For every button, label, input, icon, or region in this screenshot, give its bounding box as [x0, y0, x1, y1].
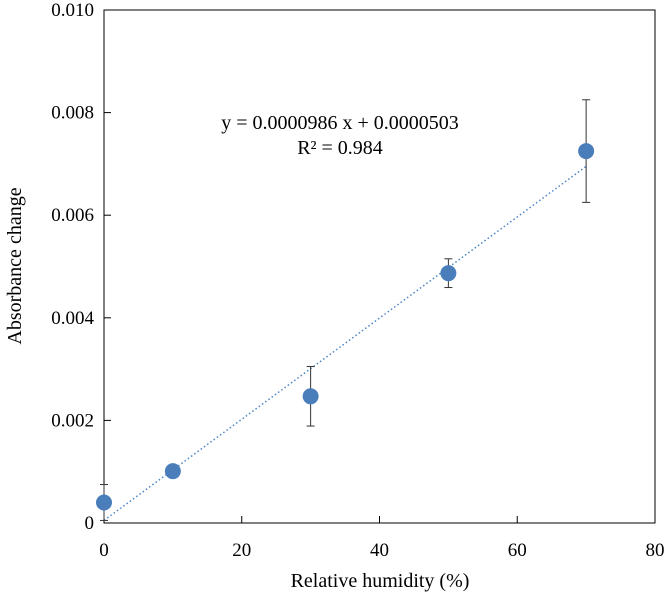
- data-point: [302, 388, 319, 405]
- x-tick-label: 0: [99, 540, 109, 561]
- data-point: [578, 143, 595, 160]
- y-tick-label: 0.006: [51, 205, 94, 226]
- data-points-layer: [96, 143, 595, 511]
- y-tick-label: 0.008: [51, 103, 94, 124]
- y-tick-label: 0.004: [51, 308, 94, 329]
- data-point: [440, 265, 457, 282]
- r-squared-label: R² = 0.984: [297, 137, 383, 159]
- y-tick-label: 0: [85, 513, 95, 534]
- data-point: [164, 463, 181, 480]
- plot-area-frame: [103, 9, 656, 524]
- trendline-equation: y = 0.0000986 x + 0.0000503: [221, 112, 459, 134]
- y-axis-title: Absorbance change: [4, 187, 26, 344]
- data-point: [96, 494, 112, 511]
- x-axis-ticks: 0 20 40 60 80: [99, 516, 665, 561]
- error-bars-layer: [100, 99, 591, 521]
- y-tick-label: 0.010: [51, 0, 94, 21]
- x-tick-label: 20: [232, 540, 251, 561]
- x-axis-title: Relative humidity (%): [291, 570, 470, 592]
- x-tick-label: 80: [646, 540, 665, 561]
- y-axis-ticks: 0 0.002 0.004 0.006 0.008 0.010: [51, 0, 111, 534]
- x-tick-label: 60: [508, 540, 527, 561]
- y-tick-label: 0.002: [51, 410, 94, 431]
- x-tick-label: 40: [370, 540, 389, 561]
